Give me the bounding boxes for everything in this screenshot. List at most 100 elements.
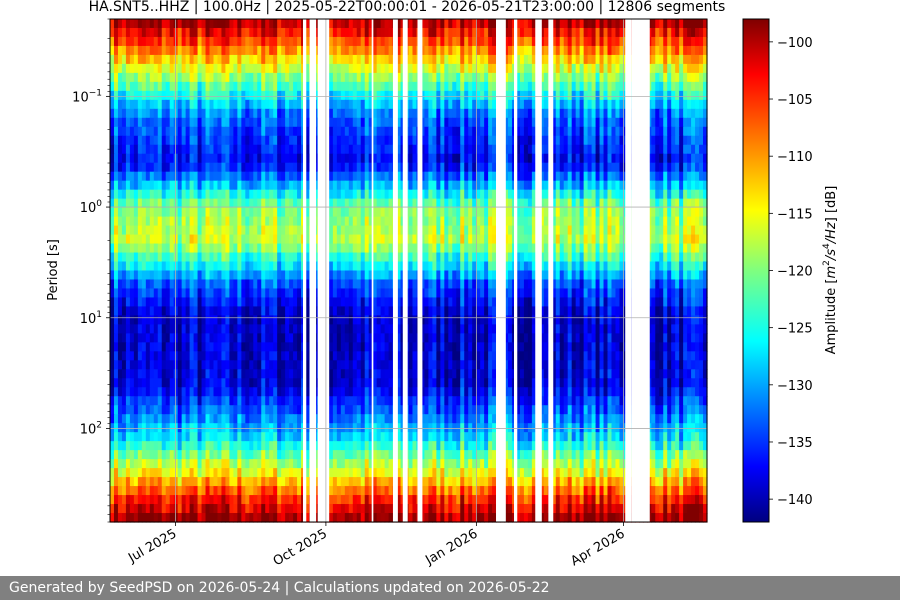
heatmap-cell	[539, 306, 545, 317]
heatmap-cell	[428, 198, 433, 209]
heatmap-cell	[332, 198, 338, 209]
heatmap-cell	[197, 90, 203, 101]
heatmap-cell	[687, 81, 692, 92]
heatmap-cell	[289, 315, 294, 325]
heatmap-cell	[559, 261, 565, 272]
heatmap-cell	[169, 72, 175, 83]
heatmap-cell	[149, 171, 155, 182]
heatmap-cell	[575, 54, 581, 65]
heatmap-cell	[543, 252, 549, 263]
heatmap-cell	[364, 135, 370, 146]
heatmap-cell	[265, 306, 270, 317]
heatmap-cell	[233, 126, 238, 137]
heatmap-cell	[595, 63, 601, 74]
heatmap-cell	[388, 126, 394, 137]
heatmap-cell	[201, 189, 207, 200]
heatmap-cell	[519, 135, 525, 146]
heatmap-cell	[225, 90, 230, 101]
heatmap-cell	[237, 153, 242, 164]
heatmap-cell	[508, 162, 513, 173]
heatmap-cell	[683, 108, 688, 119]
heatmap-cell	[245, 306, 250, 317]
heatmap-cell	[456, 108, 461, 119]
heatmap-cell	[233, 279, 238, 290]
heatmap-cell	[261, 207, 266, 218]
heatmap-cell	[245, 135, 250, 146]
heatmap-cell	[165, 198, 171, 209]
heatmap-cell	[173, 153, 179, 164]
heatmap-cell	[141, 270, 147, 281]
heatmap-cell	[607, 27, 613, 38]
heatmap-cell	[217, 36, 223, 47]
heatmap-cell	[591, 90, 597, 101]
heatmap-cell	[655, 72, 660, 83]
heatmap-cell	[261, 81, 266, 92]
heatmap-cell	[328, 279, 334, 290]
heatmap-cell	[344, 234, 350, 245]
heatmap-cell	[133, 207, 139, 218]
heatmap-cell	[436, 270, 441, 281]
heatmap-cell	[675, 180, 680, 191]
heatmap-cell	[249, 99, 254, 110]
heatmap-cell	[695, 54, 700, 65]
heatmap-cell	[448, 234, 453, 245]
heatmap-cell	[368, 234, 374, 245]
heatmap-cell	[197, 279, 203, 290]
heatmap-cell	[424, 108, 429, 119]
heatmap-cell	[484, 54, 489, 65]
heatmap-cell	[297, 180, 302, 191]
heatmap-cell	[480, 252, 485, 263]
heatmap-cell	[448, 45, 453, 56]
heatmap-cell	[464, 234, 469, 245]
heatmap-cell	[305, 207, 310, 218]
heatmap-cell	[408, 90, 414, 101]
heatmap-cell	[519, 252, 525, 263]
heatmap-cell	[225, 27, 230, 38]
heatmap-cell	[563, 198, 569, 209]
heatmap-cell	[360, 45, 366, 56]
heatmap-cell	[328, 117, 334, 128]
heatmap-cell	[484, 279, 489, 290]
heatmap-cell	[273, 225, 278, 236]
heatmap-cell	[125, 234, 131, 245]
heatmap-cell	[591, 27, 597, 38]
heatmap-cell	[161, 225, 167, 236]
heatmap-cell	[683, 216, 688, 227]
heatmap-cell	[129, 99, 135, 110]
heatmap-cell	[484, 72, 489, 83]
heatmap-cell	[189, 297, 195, 308]
heatmap-cell	[484, 189, 489, 200]
heatmap-cell	[472, 45, 477, 56]
heatmap-cell	[356, 198, 362, 209]
heatmap-cell	[555, 135, 561, 146]
heatmap-cell	[356, 261, 362, 272]
heatmap-cell	[189, 126, 195, 137]
heatmap-cell	[468, 36, 473, 47]
heatmap-cell	[559, 126, 565, 137]
heatmap-cell	[687, 162, 692, 173]
heatmap-cell	[281, 45, 286, 56]
heatmap-cell	[289, 72, 294, 83]
heatmap-cell	[273, 216, 278, 227]
heatmap-cell	[289, 54, 294, 65]
heatmap-cell	[671, 54, 676, 65]
heatmap-cell	[193, 162, 199, 173]
heatmap-cell	[591, 252, 597, 263]
heatmap-cell	[384, 252, 390, 263]
heatmap-cell	[504, 27, 509, 38]
heatmap-cell	[551, 90, 557, 101]
heatmap-cell	[531, 81, 537, 92]
heatmap-cell	[125, 180, 131, 191]
heatmap-cell	[348, 72, 354, 83]
heatmap-cell	[229, 306, 234, 317]
heatmap-cell	[476, 306, 481, 317]
heatmap-cell	[376, 153, 382, 164]
heatmap-cell	[125, 144, 131, 155]
heatmap-cell	[651, 234, 656, 245]
heatmap-cell	[253, 189, 258, 200]
heatmap-cell	[189, 117, 195, 128]
heatmap-cell	[201, 207, 207, 218]
heatmap-cell	[651, 216, 656, 227]
heatmap-cell	[619, 36, 625, 47]
heatmap-cell	[121, 261, 127, 272]
